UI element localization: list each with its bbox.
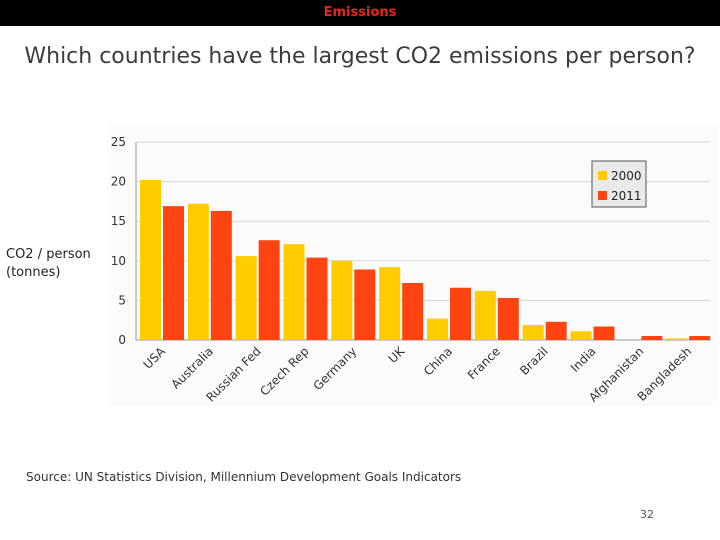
bar-2000-china bbox=[427, 318, 448, 340]
bar-2011-germany bbox=[354, 269, 376, 340]
y-axis-label: CO2 / person (tonnes) bbox=[6, 246, 91, 282]
legend-swatch-2011 bbox=[598, 191, 607, 200]
bar-2000-czech-rep bbox=[283, 244, 305, 340]
bar-2000-germany bbox=[331, 260, 353, 340]
bar-2000-usa bbox=[140, 180, 161, 340]
bar-2011-uk bbox=[402, 282, 424, 340]
bar-2011-india bbox=[593, 326, 615, 340]
section-label: Emissions bbox=[323, 5, 397, 20]
y-axis-label-line-2: (tonnes) bbox=[6, 265, 61, 280]
legend-label-2011: 2011 bbox=[611, 189, 642, 203]
source-note: Source: UN Statistics Division, Millenni… bbox=[26, 470, 462, 484]
y-tick-label: 20 bbox=[111, 175, 126, 189]
header-bar: Emissions bbox=[0, 0, 720, 26]
y-axis-label-line-1: CO2 / person bbox=[6, 247, 91, 262]
x-tick-label: Czech Rep bbox=[257, 344, 311, 398]
bar-2011-afghanistan bbox=[641, 336, 663, 340]
y-tick-label: 10 bbox=[111, 254, 126, 268]
bar-2011-china bbox=[450, 287, 471, 340]
x-tick-label: France bbox=[465, 344, 503, 382]
bar-2011-czech-rep bbox=[306, 257, 328, 340]
page-number: 32 bbox=[640, 508, 654, 521]
y-tick-label: 25 bbox=[111, 135, 126, 149]
bar-2011-brazil bbox=[545, 321, 567, 340]
x-tick-label: Australia bbox=[169, 344, 216, 391]
bar-2000-india bbox=[570, 331, 592, 340]
slide-title: Which countries have the largest CO2 emi… bbox=[24, 44, 696, 69]
legend-swatch-2000 bbox=[598, 171, 607, 180]
bar-2000-australia bbox=[187, 203, 209, 340]
bar-2011-australia bbox=[210, 210, 232, 340]
x-tick-label: China bbox=[421, 344, 455, 378]
y-tick-label: 5 bbox=[118, 293, 126, 307]
bar-2000-uk bbox=[379, 267, 401, 340]
bar-2000-france bbox=[474, 290, 496, 340]
y-tick-label: 0 bbox=[118, 333, 126, 347]
x-tick-label: Brazil bbox=[517, 344, 551, 378]
bar-2011-france bbox=[497, 298, 519, 340]
x-tick-label: India bbox=[568, 344, 599, 375]
bar-2011-bangladesh bbox=[689, 336, 711, 340]
bar-2011-russian-fed bbox=[258, 240, 280, 340]
bar-2011-usa bbox=[163, 206, 184, 340]
x-tick-label: Germany bbox=[311, 344, 360, 393]
y-tick-label: 15 bbox=[111, 214, 126, 228]
legend-label-2000: 2000 bbox=[611, 169, 642, 183]
bar-2000-russian-fed bbox=[235, 256, 257, 340]
x-tick-label: USA bbox=[141, 344, 169, 372]
bar-2000-bangladesh bbox=[666, 338, 688, 340]
bar-2000-brazil bbox=[522, 324, 544, 340]
x-tick-label: UK bbox=[386, 343, 408, 365]
